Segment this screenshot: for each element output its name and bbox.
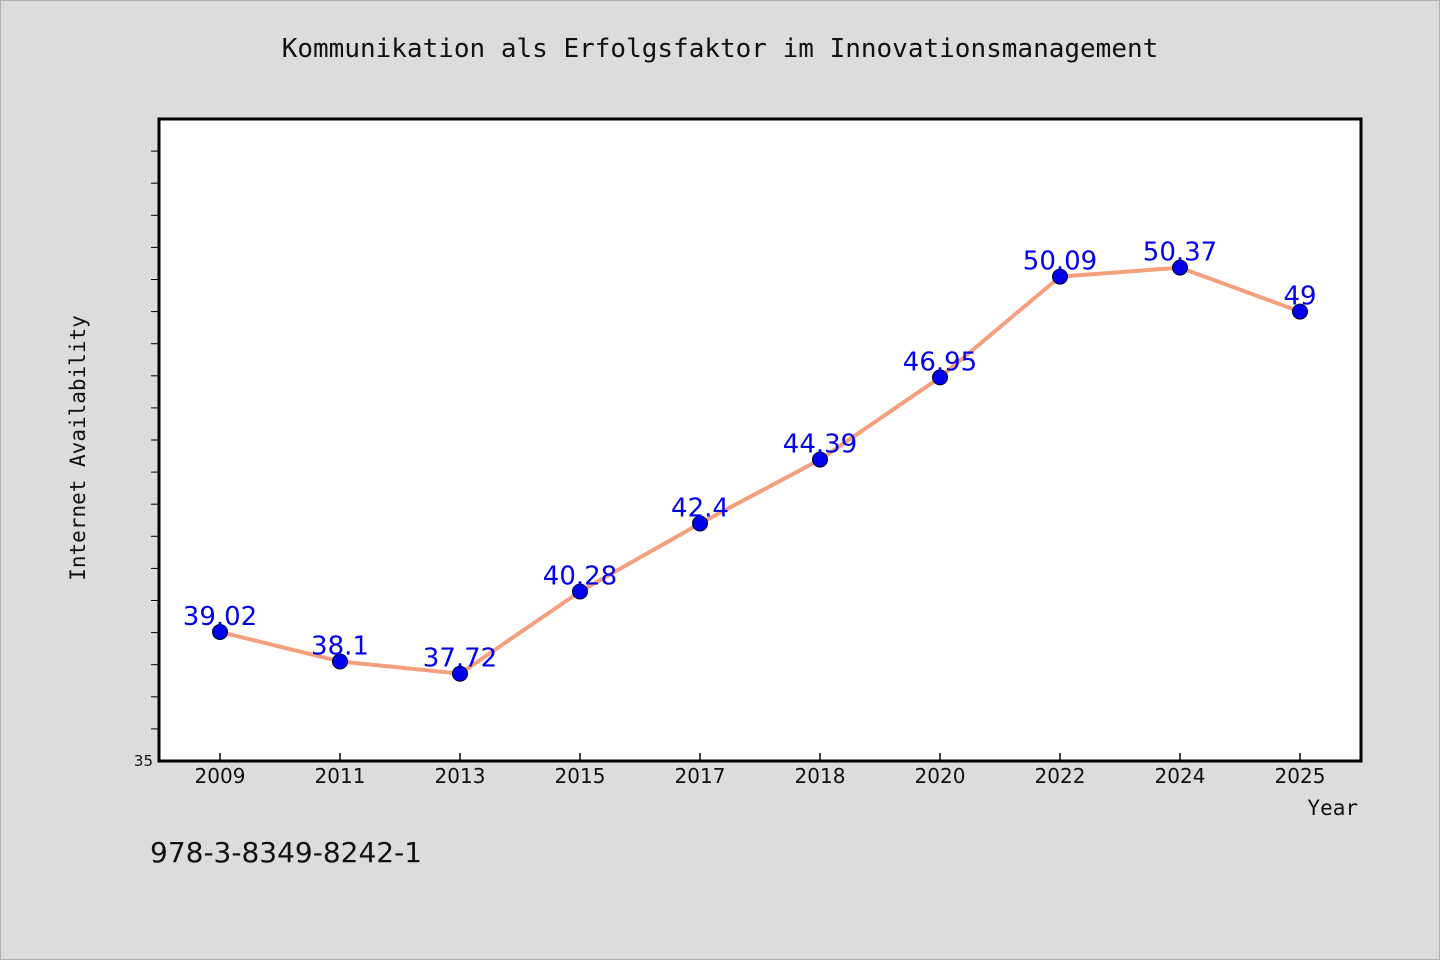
data-point [452,665,468,682]
x-tick-label: 2017 [675,764,726,788]
x-tick-label: 2013 [435,764,486,788]
data-label: 50.37 [1143,238,1217,268]
x-tick-label: 2011 [315,764,366,788]
data-label: 37.72 [423,644,497,674]
data-point [212,623,228,640]
chart-title: Kommunikation als Erfolgsfaktor im Innov… [281,34,1159,64]
y-tick-label: 35 [134,752,153,770]
data-point [1172,259,1188,276]
x-tick-label: 2020 [915,764,966,788]
x-tick-label: 2009 [195,764,246,788]
data-label: 49 [1283,282,1316,312]
data-point [1052,268,1068,285]
data-point [932,369,948,386]
data-point [1292,303,1308,320]
series-line [218,265,1302,676]
data-label: 46.95 [903,347,977,377]
isbn-text: 978-3-8349-8242-1 [150,836,423,869]
data-point [572,583,588,600]
data-point [692,515,708,532]
x-tick-label: 2024 [1155,764,1206,788]
x-tick-label: 2015 [555,764,606,788]
data-label: 39.02 [183,602,257,632]
x-tick-label: 2022 [1035,764,1086,788]
x-tick-label: 2018 [795,764,846,788]
x-axis-label: Year [1307,796,1358,820]
data-point [332,653,348,670]
data-label: 40.28 [543,562,617,592]
data-label: 38.1 [311,631,369,661]
data-label: 44.39 [783,430,857,460]
data-label: 50.09 [1023,247,1097,277]
data-label: 42.4 [671,493,729,523]
data-point [812,451,828,468]
plot-area [157,117,1363,763]
x-tick-label: 2025 [1275,764,1326,788]
